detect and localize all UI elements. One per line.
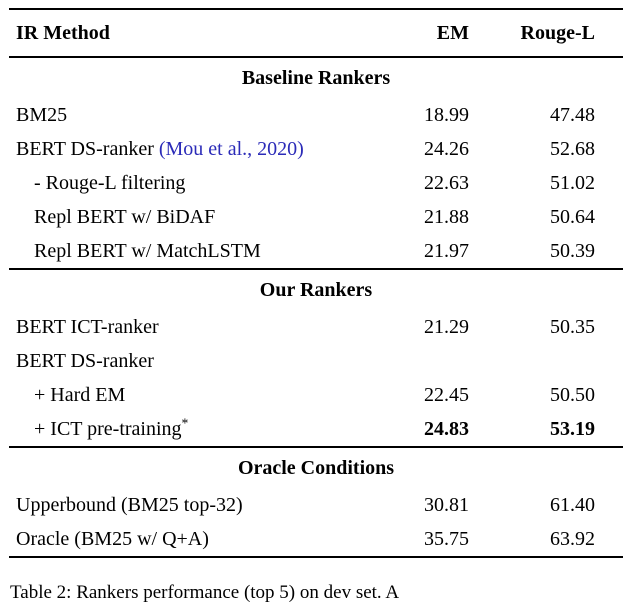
citation-link[interactable]: (Mou et al., 2020) — [158, 137, 304, 160]
table-row: BM25 18.99 47.48 — [9, 98, 623, 132]
header-em-label: EM — [436, 21, 469, 44]
section-title-baseline: Baseline Rankers — [241, 66, 391, 89]
divider-header — [9, 56, 623, 58]
divider-bottom — [9, 556, 623, 558]
rouge-cell: 53.19 — [550, 417, 595, 440]
em-cell: 21.97 — [424, 239, 469, 262]
divider-section-2 — [9, 446, 623, 448]
table-row: BERT DS-ranker (Mou et al., 2020) 24.26 … — [9, 132, 623, 166]
header-rouge-label: Rouge-L — [520, 21, 595, 44]
method-cell: Upperbound (BM25 top-32) — [16, 493, 243, 516]
table-row: Repl BERT w/ BiDAF 21.88 50.64 — [9, 200, 623, 234]
table-row: Upperbound (BM25 top-32) 30.81 61.40 — [9, 488, 623, 522]
table-row: BERT DS-ranker — [9, 344, 623, 378]
method-cell: BERT ICT-ranker — [16, 315, 159, 338]
table-row: - Rouge-L filtering 22.63 51.02 — [9, 166, 623, 200]
rouge-cell: 51.02 — [550, 171, 595, 194]
table-caption: Table 2: Rankers performance (top 5) on … — [10, 582, 400, 602]
em-cell: 18.99 — [424, 103, 469, 126]
rouge-cell: 61.40 — [550, 493, 595, 516]
em-cell: 30.81 — [424, 493, 469, 516]
em-cell: 35.75 — [424, 527, 469, 550]
rouge-cell: 50.50 — [550, 383, 595, 406]
em-cell: 21.88 — [424, 205, 469, 228]
method-cell: BERT DS-ranker — [16, 349, 154, 372]
em-cell: 21.29 — [424, 315, 469, 338]
section-title-ours: Our Rankers — [259, 278, 373, 301]
table-row: BERT ICT-ranker 21.29 50.35 — [9, 310, 623, 344]
table-row: + ICT pre-training* 24.83 53.19 — [9, 412, 623, 446]
em-cell: 22.45 — [424, 383, 469, 406]
table-row: Repl BERT w/ MatchLSTM 21.97 50.39 — [9, 234, 623, 268]
method-cell: + ICT pre-training* — [16, 418, 399, 441]
table-row: + Hard EM 22.45 50.50 — [9, 378, 623, 412]
footnote-star: * — [181, 417, 189, 430]
em-cell: 22.63 — [424, 171, 469, 194]
divider-section-1 — [9, 268, 623, 270]
method-label: + ICT pre-training — [34, 417, 182, 440]
rouge-cell: 52.68 — [550, 137, 595, 160]
divider-top — [9, 8, 623, 10]
header-method-label: IR Method — [16, 21, 110, 44]
results-table: IR Method EM Rouge-L Baseline Rankers BM… — [9, 8, 623, 558]
section-title-oracle: Oracle Conditions — [237, 456, 395, 479]
rouge-cell: 50.35 — [550, 315, 595, 338]
rouge-cell: 47.48 — [550, 103, 595, 126]
rouge-cell: 63.92 — [550, 527, 595, 550]
method-cell: Repl BERT w/ MatchLSTM — [34, 239, 261, 262]
rouge-cell: 50.39 — [550, 239, 595, 262]
em-cell: 24.83 — [424, 417, 469, 440]
method-cell: Repl BERT w/ BiDAF — [34, 205, 216, 228]
table-row: Oracle (BM25 w/ Q+A) 35.75 63.92 — [9, 522, 623, 556]
method-cell: BM25 — [16, 103, 68, 126]
table-header-row: IR Method EM Rouge-L — [9, 10, 623, 56]
rouge-cell: 50.64 — [550, 205, 595, 228]
method-cell: - Rouge-L filtering — [34, 171, 186, 194]
em-cell: 24.26 — [424, 137, 469, 160]
method-cell: BERT DS-ranker (Mou et al., 2020) — [16, 138, 399, 161]
method-cell: + Hard EM — [34, 383, 126, 406]
table-caption-clipped: Table 2: Rankers performance (top 5) on … — [10, 580, 632, 602]
method-label: BERT DS-ranker — [16, 137, 159, 160]
method-cell: Oracle (BM25 w/ Q+A) — [16, 527, 209, 550]
